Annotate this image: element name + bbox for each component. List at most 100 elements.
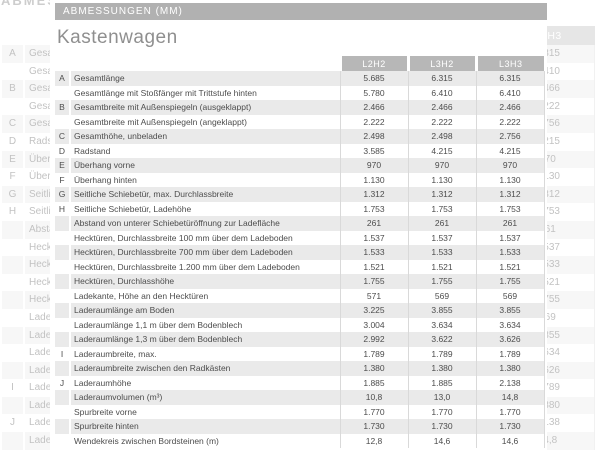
row-letter: [2, 432, 26, 450]
row-label: Laderaumbreite, max.: [70, 346, 340, 361]
cell-value: 1.753: [339, 201, 408, 216]
row-label: Laderaumlänge 1,1 m über dem Bodenblech: [70, 317, 340, 332]
cell-value: 1.753: [407, 201, 476, 216]
cell-value: 1.789: [339, 346, 408, 361]
cell-value: 2.222: [475, 114, 545, 129]
row-letter: B: [2, 80, 26, 98]
header-spacer-cell: [55, 56, 70, 71]
cell-value: 1.730: [407, 419, 476, 434]
row-label: Laderaumlänge am Boden: [70, 303, 340, 318]
header-spacer-cell: [70, 56, 340, 71]
cell-value: 1.755: [339, 274, 408, 289]
cell-value: 1.380: [475, 361, 545, 376]
row-letter: I: [55, 346, 71, 361]
cell-value: 6.315: [475, 71, 545, 86]
row-letter: D: [55, 143, 71, 158]
cell-value: 1.533: [475, 245, 545, 260]
row-letter: G: [2, 185, 26, 204]
cell-value: 569: [407, 288, 476, 303]
row-letter: C: [2, 115, 26, 133]
cell-value: 1.533: [339, 245, 408, 260]
table-row: Abstand von unterer Schiebetüröffnung zu…: [55, 216, 545, 231]
row-letter: [2, 326, 26, 345]
cell-value: 6.315: [407, 71, 476, 86]
row-letter: [55, 245, 71, 260]
cell-value: 569: [475, 288, 545, 303]
row-label: Überhang hinten: [70, 172, 340, 187]
cell-value: 2.222: [407, 114, 476, 129]
cell-value: 13,0: [407, 390, 476, 405]
cell-value: 3.634: [407, 317, 476, 332]
row-letter: I: [2, 379, 26, 397]
cell-value: 2.466: [475, 100, 545, 115]
row-letter: E: [55, 158, 71, 173]
row-letter: [2, 361, 26, 380]
row-letter: [2, 238, 26, 257]
tab-abmessungen[interactable]: ABMESSUNGEN (MM): [55, 3, 547, 20]
cell-value: 1.770: [407, 404, 476, 419]
row-label: Wendekreis zwischen Bordsteinen (m): [70, 433, 340, 448]
row-letter: [55, 274, 71, 289]
row-letter: C: [55, 129, 71, 144]
row-label: Radstand: [70, 143, 340, 158]
row-letter: D: [2, 132, 26, 151]
cell-value: 2.466: [339, 100, 408, 115]
row-label: Gesamtlänge: [70, 71, 340, 86]
cell-value: 1.521: [407, 259, 476, 274]
cell-value: 3.004: [339, 317, 408, 332]
cell-value: 1.533: [407, 245, 476, 260]
row-letter: [55, 303, 71, 318]
row-label: Hecktüren, Durchlassbreite 100 mm über d…: [70, 230, 340, 245]
row-label: Laderaumvolumen (m³): [70, 390, 340, 405]
row-label: Überhang vorne: [70, 158, 340, 173]
row-label: Hecktüren, Durchlasshöhe: [70, 274, 340, 289]
cell-value: 5.685: [339, 71, 408, 86]
cell-value: 3.634: [475, 317, 545, 332]
cell-value: 1.753: [475, 201, 545, 216]
row-label: Gesamtbreite mit Außenspiegeln (angeklap…: [70, 114, 340, 129]
row-letter: [55, 361, 71, 376]
row-letter: G: [55, 187, 71, 202]
cell-value: 1.537: [407, 230, 476, 245]
row-label: Laderaumbreite zwischen den Radkästen: [70, 361, 340, 376]
cell-value: 14,6: [407, 433, 476, 448]
row-label: Laderaumlänge 1,3 m über dem Bodenblech: [70, 332, 340, 347]
table-row: Gesamtbreite mit Außenspiegeln (angeklap…: [55, 114, 545, 129]
row-letter: F: [2, 168, 26, 186]
cell-value: 1.730: [339, 419, 408, 434]
cell-value: 6.410: [407, 85, 476, 100]
row-letter: [55, 114, 71, 129]
table-row: Gesamtlänge mit Stoßfänger mit Trittstuf…: [55, 85, 545, 100]
row-letter: F: [55, 172, 71, 187]
row-letter: [55, 230, 71, 245]
row-letter: [2, 344, 26, 362]
row-label: Spurbreite vorne: [70, 404, 340, 419]
table-header-row: L2H2 L3H2 L3H3: [55, 56, 544, 71]
row-letter: A: [55, 71, 71, 86]
table-row: Hecktüren, Durchlassbreite 1.200 mm über…: [55, 259, 545, 274]
row-letter: [55, 317, 71, 332]
cell-value: 1.312: [407, 187, 476, 202]
row-letter: [55, 85, 71, 100]
row-letter: J: [55, 375, 71, 390]
cell-value: 1.521: [339, 259, 408, 274]
cell-value: 1.770: [339, 404, 408, 419]
table-row: Hecktüren, Durchlassbreite 100 mm über d…: [55, 230, 545, 245]
column-header: L2H2: [338, 56, 408, 71]
row-letter: [55, 259, 71, 274]
table-row: Spurbreite vorne 1.770 1.770 1.770: [55, 404, 545, 419]
row-letter: [55, 433, 71, 448]
cell-value: 1.789: [407, 346, 476, 361]
row-letter: [2, 256, 26, 274]
cell-value: 1.380: [407, 361, 476, 376]
cell-value: 12,8: [339, 433, 408, 448]
row-label: Abstand von unterer Schiebetüröffnung zu…: [70, 216, 340, 231]
row-label: Ladekante, Höhe an den Hecktüren: [70, 288, 340, 303]
